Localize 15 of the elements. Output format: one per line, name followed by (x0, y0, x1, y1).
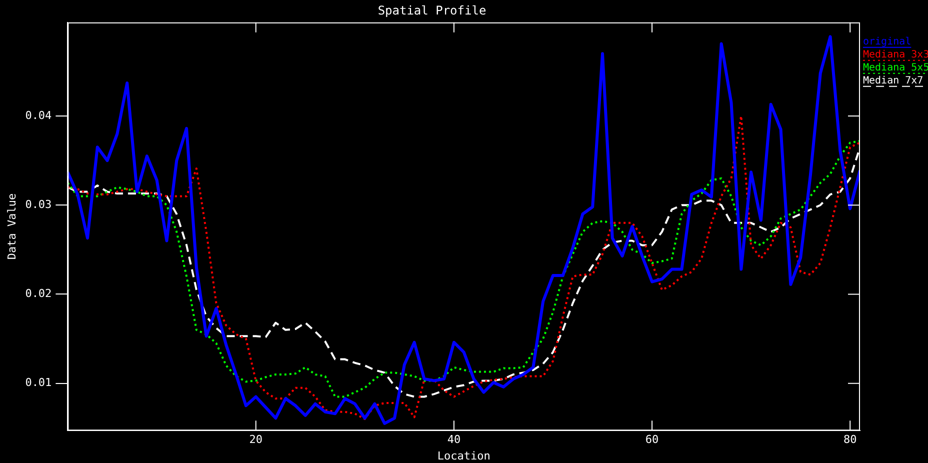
x-tick-label: 80 (843, 433, 857, 446)
y-axis-title: Data Value (5, 193, 18, 260)
text: Mediana 5x5 (863, 62, 928, 74)
y-tick-label: 0.01 (25, 376, 52, 390)
y-tick-label: 0.02 (25, 287, 52, 300)
x-tick-label: 20 (249, 433, 262, 446)
text: Median 7x7 (863, 75, 924, 86)
y-tick-label: 0.03 (25, 198, 52, 211)
x-tick-label: 60 (645, 433, 659, 446)
x-tick-label: 40 (447, 433, 461, 446)
chart-title: Spatial Profile (378, 3, 486, 18)
x-axis-title: Location (437, 449, 490, 462)
line-series (68, 114, 860, 420)
y-tick-label: 0.04 (25, 108, 52, 122)
text: original (863, 36, 912, 48)
